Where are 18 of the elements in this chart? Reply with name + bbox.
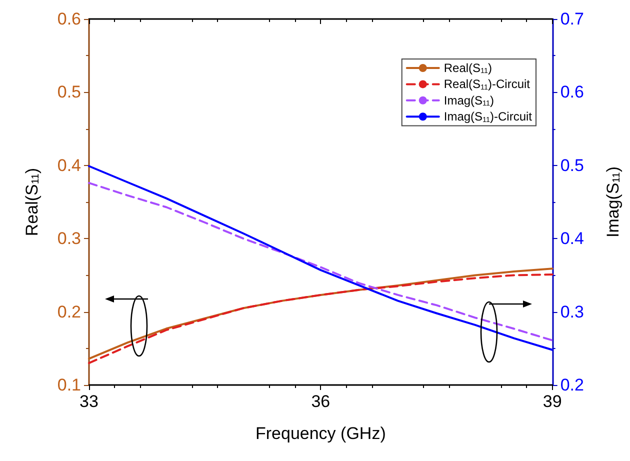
x-tick-label: 39 bbox=[542, 392, 562, 411]
y2-tick-label: 0.6 bbox=[560, 82, 584, 102]
y2-tick-label: 0.3 bbox=[560, 302, 584, 322]
y2-tick-label: 0.7 bbox=[560, 10, 584, 28]
x-axis-title: Frequency (GHz) bbox=[255, 424, 386, 443]
y-tick-label: 0.6 bbox=[57, 10, 81, 28]
y2-tick-label: 0.2 bbox=[560, 376, 584, 394]
y-tick-label: 0.4 bbox=[57, 156, 81, 175]
y2-tick-label: 0.4 bbox=[560, 229, 584, 248]
y-tick-label: 0.2 bbox=[57, 302, 81, 322]
x-tick-label: 33 bbox=[80, 392, 98, 411]
x-tick-label: 36 bbox=[311, 392, 330, 411]
y-tick-label: 0.1 bbox=[57, 376, 81, 394]
y2-tick-label: 0.5 bbox=[560, 156, 584, 175]
y-axis-title: Real(S11) bbox=[22, 168, 42, 236]
y-tick-label: 0.3 bbox=[57, 229, 81, 248]
y2-axis-title: Imag(S11) bbox=[604, 166, 623, 238]
y-tick-label: 0.5 bbox=[57, 82, 81, 102]
